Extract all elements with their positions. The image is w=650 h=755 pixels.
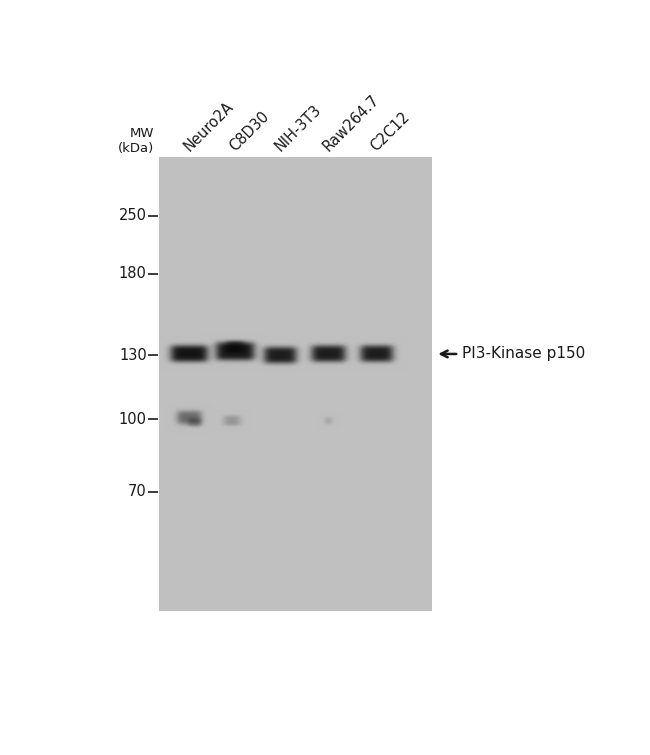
Text: Neuro2A: Neuro2A [181,99,237,155]
Text: Raw264.7: Raw264.7 [320,93,382,155]
Text: 100: 100 [119,411,147,427]
Text: 180: 180 [119,267,147,281]
Text: 130: 130 [119,347,147,362]
Text: PI3-Kinase p150: PI3-Kinase p150 [462,347,585,362]
Text: NIH-3T3: NIH-3T3 [272,103,324,155]
FancyBboxPatch shape [159,158,432,611]
Text: 70: 70 [128,484,147,499]
Text: MW
(kDa): MW (kDa) [118,127,154,155]
Text: C8D30: C8D30 [227,109,272,155]
Text: 250: 250 [119,208,147,223]
Text: C2C12: C2C12 [368,109,413,155]
